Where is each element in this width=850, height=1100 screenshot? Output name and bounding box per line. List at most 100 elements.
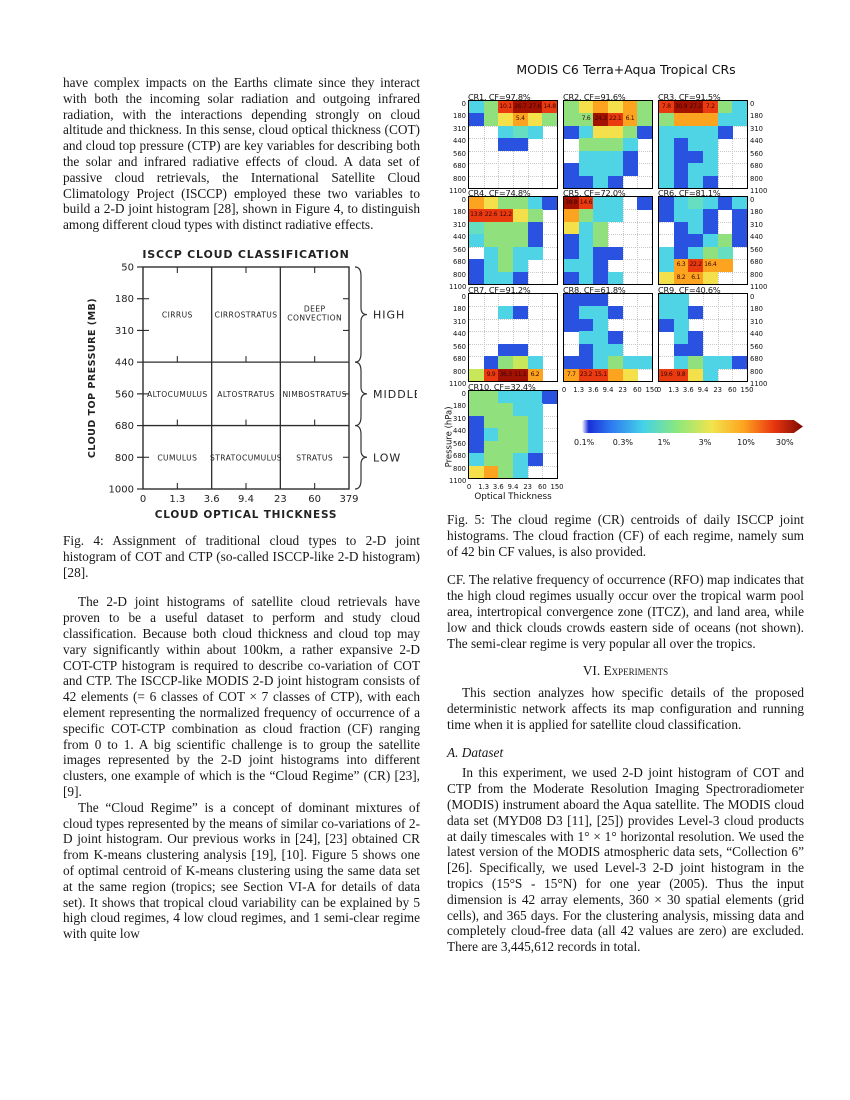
x-axis-tick: 9.4 [507, 483, 519, 491]
heatmap-cell [513, 368, 529, 382]
heatmap-cell [578, 138, 594, 152]
heatmap-cell [578, 101, 594, 114]
heatmap-cell [608, 125, 624, 139]
heatmap-cell [659, 138, 675, 152]
cell-value-label: 7.8 [661, 103, 671, 110]
heatmap-cell [527, 403, 543, 417]
heatmap-cell [469, 271, 485, 285]
heatmap-cell [659, 113, 675, 127]
heatmap-cell [673, 318, 689, 332]
heatmap-cell [673, 259, 689, 272]
heatmap-cell [717, 259, 733, 272]
paragraph-rfo: CF. The relative frequency of occurrence… [447, 572, 804, 651]
y-axis-tick: 1100 [750, 380, 768, 388]
heatmap-cell [469, 403, 485, 417]
heatmap-cell [564, 175, 580, 189]
x-axis-tick: 0 [656, 386, 662, 394]
heatmap-cell [673, 356, 689, 369]
fig5-title: MODIS C6 Terra+Aqua Tropical CRs [516, 62, 736, 77]
heatmap-cell [564, 125, 580, 139]
panel-gridline [542, 101, 544, 188]
panel-gridline [622, 197, 624, 284]
paragraph-cloud-regime: The “Cloud Regime” is a concept of domin… [63, 799, 420, 942]
fig5-caption: Fig. 5: The cloud regime (CR) centroids … [447, 512, 804, 559]
section-number: VI. [582, 663, 601, 679]
heatmap-cell [564, 101, 580, 114]
x-axis-tick: 60 [633, 386, 642, 394]
heatmap-cell [688, 271, 704, 285]
y-axis-tick: 680 [453, 355, 466, 364]
heatmap-cell [578, 306, 594, 320]
heatmap-cell [513, 453, 529, 466]
heatmap-cell [527, 246, 543, 260]
y-axis-tick: 310 [750, 124, 763, 133]
heatmap-cell [498, 465, 514, 479]
y-axis-tick: 800 [453, 270, 466, 279]
heatmap-cell [608, 113, 624, 127]
heatmap-cell [703, 368, 719, 382]
y-axis-tick: 1100 [449, 283, 467, 291]
heatmap-cell [608, 331, 624, 345]
y-axis-tick: 560 [453, 149, 466, 158]
heatmap-cell [673, 331, 689, 345]
heatmap-cell [483, 234, 499, 248]
heatmap-cell [527, 221, 543, 235]
heatmap-cell [578, 221, 594, 235]
y-axis-tick: 680 [750, 355, 763, 364]
heatmap-cell [673, 113, 689, 127]
heatmap-cell [513, 415, 529, 429]
heatmap-cell [578, 125, 594, 139]
y-axis-tick: 680 [453, 162, 466, 171]
cell-value-label: 6.2 [530, 370, 540, 378]
x-axis-tick: 60 [538, 483, 547, 491]
heatmap-cell [527, 428, 543, 442]
y-axis-tick: 310 [453, 220, 466, 229]
panel-gridline [608, 197, 609, 284]
colorbar-label: 30% [775, 438, 794, 447]
cr-panel-title: CR5. CF=72.0% [563, 188, 626, 198]
cell-value-label: 7.7 [566, 370, 576, 378]
heatmap-cell [622, 113, 638, 127]
cell-value-label: 15.1 [594, 370, 607, 378]
cr-panel-title: CR2. CF=91.6% [563, 92, 626, 102]
heatmap-cell [498, 453, 514, 466]
fig4-text: 23 [274, 494, 287, 505]
heatmap-cell [688, 209, 704, 223]
heatmap-cell [483, 403, 499, 417]
heatmap-cell [622, 368, 638, 382]
y-axis-tick: 560 [750, 149, 763, 158]
y-axis-tick: 440 [750, 330, 763, 339]
heatmap-cell [732, 113, 748, 127]
heatmap-cell [717, 234, 733, 248]
heatmap-cell [527, 101, 543, 114]
y-axis-tick: 440 [453, 330, 466, 339]
y-axis-tick: 0 [461, 196, 466, 204]
y-axis-tick: 560 [453, 342, 466, 351]
fig4-cell-label: ALTOCUMULUS [147, 390, 208, 399]
heatmap-cell [732, 101, 748, 114]
heatmap-cell [593, 356, 609, 369]
heatmap-cell [688, 259, 704, 272]
heatmap-cell [688, 163, 704, 176]
heatmap-cell [608, 306, 624, 320]
x-axis-tick: 0 [466, 483, 472, 491]
heatmap-cell [469, 259, 485, 272]
heatmap-cell [483, 440, 499, 454]
heatmap-cell [527, 440, 543, 454]
cell-value-label: 22.1 [609, 115, 622, 123]
heatmap-cell [527, 356, 543, 369]
heatmap-cell [593, 343, 609, 357]
heatmap-cell [513, 306, 529, 320]
fig4-text: 50 [121, 262, 134, 273]
heatmap-cell [688, 197, 704, 210]
cr-panel-cr8: CR8. CF=61.8% 7.7 23.2 15.1 0 1.3 3.6 9.4 23 60 15… [562, 285, 659, 394]
x-axis-tick: 0 [561, 386, 567, 394]
cell-value-label: 12.2 [499, 211, 512, 219]
cr-panel-title: CR4. CF=74.8% [468, 188, 531, 198]
heatmap-cell [703, 221, 719, 235]
y-axis-tick: 0 [461, 390, 466, 398]
heatmap-cell [498, 209, 514, 223]
x-axis-tick: 1.3 [668, 386, 680, 394]
panel-gridline [717, 101, 719, 188]
heatmap-cell [578, 113, 594, 127]
